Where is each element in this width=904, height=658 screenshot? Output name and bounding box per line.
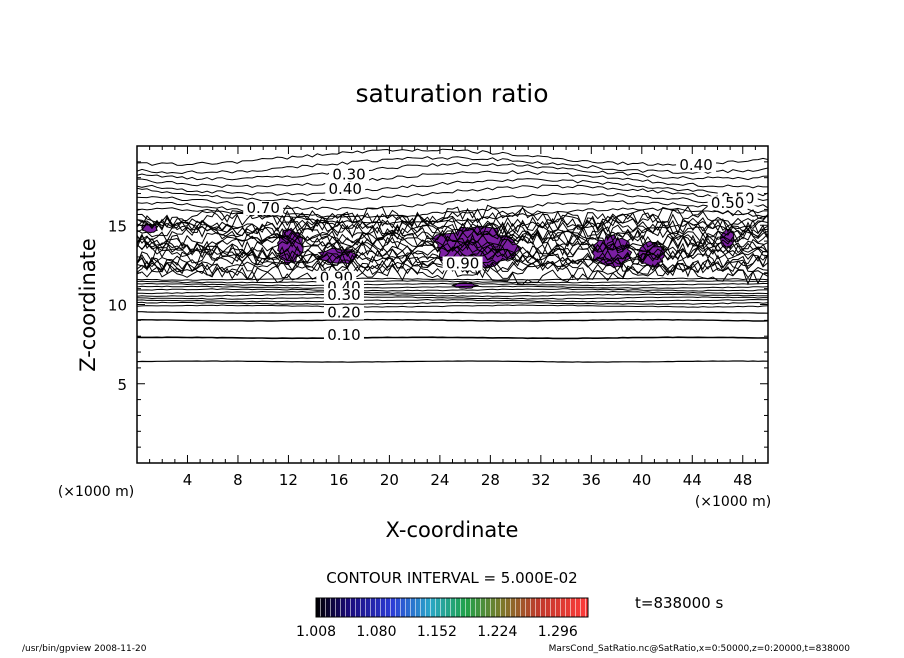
colorbar-tick-label: 1.080 xyxy=(356,624,396,640)
contour-label-bg xyxy=(676,158,717,173)
contour-line xyxy=(137,311,768,314)
x-axis-label: X-coordinate xyxy=(386,518,519,542)
contour-line xyxy=(137,192,768,211)
contour-label: 0.40 xyxy=(679,156,712,174)
x-tick-label: 44 xyxy=(683,471,702,489)
contour-line xyxy=(137,336,768,340)
contour-label: 0.20 xyxy=(327,304,360,322)
plot-area: 0.300.400.400.500.500.700.900.900.400.30… xyxy=(137,148,768,363)
contour-line xyxy=(137,200,768,218)
x-tick-label: 8 xyxy=(233,471,243,489)
contour-label: 0.30 xyxy=(332,166,365,184)
y-tick-label: 5 xyxy=(117,376,127,394)
contour-label: 0.90 xyxy=(446,254,479,272)
contour-label-bg xyxy=(243,200,284,215)
contour-line xyxy=(137,178,768,197)
contour-line xyxy=(137,184,768,203)
chart-title: saturation ratio xyxy=(355,79,548,108)
contour-label-bg xyxy=(323,327,364,342)
contour-label: 0.50 xyxy=(711,194,744,212)
contour-line xyxy=(137,212,768,237)
colorbar-tick-label: 1.224 xyxy=(477,624,517,640)
contour-line xyxy=(137,296,768,300)
contour-label: 0.30 xyxy=(327,286,360,304)
contour-line xyxy=(137,228,768,254)
contour-line xyxy=(137,318,768,322)
x-axis-ticks: 4 8 12 16 20 24 28 32 36 40 44 48 xyxy=(136,146,769,489)
contour-line xyxy=(137,206,768,231)
contour-line xyxy=(137,235,768,261)
y-axis-label: Z-coordinate xyxy=(76,238,100,372)
x-tick-label: 24 xyxy=(430,471,449,489)
contour-line xyxy=(137,207,768,225)
colorbar-stripes xyxy=(316,598,588,617)
x-tick-label: 12 xyxy=(279,471,298,489)
x-tick-label: 28 xyxy=(481,471,500,489)
contour-label: 0.40 xyxy=(329,180,362,198)
contour-label-bg xyxy=(329,167,370,182)
contour-line xyxy=(137,217,768,242)
contour-line xyxy=(137,156,768,175)
contour-label-bg xyxy=(442,256,483,271)
x-tick-label: 4 xyxy=(183,471,193,489)
footer-left: /usr/bin/gpview 2008-11-20 xyxy=(22,644,147,654)
contour-line xyxy=(137,277,768,281)
colorbar-tick-label: 1.008 xyxy=(296,624,336,640)
x-tick-label: 20 xyxy=(380,471,399,489)
contour-label-bg xyxy=(707,196,748,211)
contour-line xyxy=(137,290,768,295)
colorbar-tick-label: 1.296 xyxy=(538,624,578,640)
contour-line xyxy=(137,298,768,303)
y-tick-label: 15 xyxy=(108,217,127,235)
contour-line xyxy=(137,285,768,289)
contour-line xyxy=(137,288,768,292)
x-unit-right: (×1000 m) xyxy=(695,494,771,510)
colorbar-tick-label: 1.152 xyxy=(417,624,457,640)
x-tick-label: 40 xyxy=(632,471,651,489)
y-axis-ticks: 5 10 15 xyxy=(108,145,768,464)
contour-label-bg xyxy=(323,305,364,320)
colorbar-ticks: 1.008 1.080 1.152 1.224 1.296 xyxy=(296,624,578,640)
contour-line xyxy=(137,170,768,189)
x-tick-label: 32 xyxy=(531,471,550,489)
contour-line xyxy=(137,252,768,278)
contour-line xyxy=(137,282,768,287)
contour-label: 0.10 xyxy=(327,326,360,344)
x-unit-left: (×1000 m) xyxy=(58,484,134,500)
footer-right: MarsCond_SatRatio.nc@SatRatio,x=0:50000,… xyxy=(549,644,851,654)
contour-line xyxy=(137,162,768,181)
contour-line xyxy=(137,360,768,363)
contour-interval: CONTOUR INTERVAL = 5.000E-02 xyxy=(326,569,577,587)
contour-label-bg xyxy=(323,288,364,303)
x-tick-label: 16 xyxy=(329,471,348,489)
y-tick-label: 10 xyxy=(108,297,127,315)
contour-line xyxy=(137,293,768,298)
colorbar-frame xyxy=(315,597,589,618)
contour-label: 0.70 xyxy=(246,199,279,217)
x-tick-label: 48 xyxy=(733,471,752,489)
contour-line xyxy=(137,301,768,306)
contour-line xyxy=(137,304,768,308)
x-tick-label: 36 xyxy=(582,471,601,489)
time-label: t=838000 s xyxy=(635,594,723,612)
contour-label-bg xyxy=(325,181,366,196)
contour-labels: 0.300.400.400.500.500.700.900.900.400.30… xyxy=(243,156,758,344)
contour-line xyxy=(137,280,768,284)
